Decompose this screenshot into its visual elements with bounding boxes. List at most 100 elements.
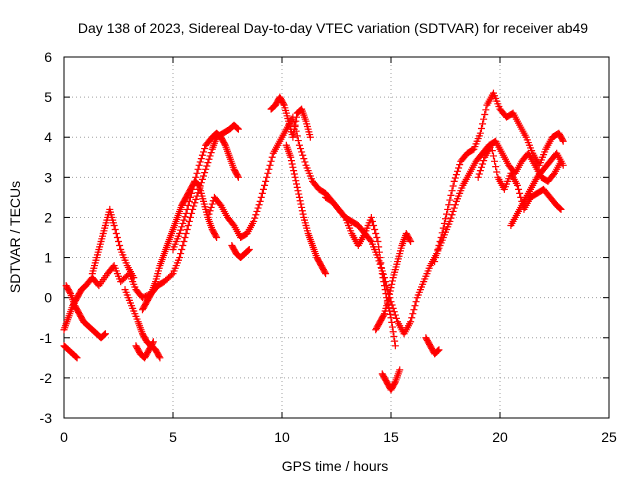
data-point bbox=[190, 202, 198, 210]
data-point bbox=[202, 165, 210, 173]
data-point bbox=[368, 217, 376, 225]
data-point bbox=[449, 182, 457, 190]
x-tick-labels: 0 5 10 15 20 25 bbox=[60, 429, 617, 445]
data-point bbox=[321, 268, 329, 276]
data-point bbox=[205, 155, 213, 163]
data-point bbox=[440, 219, 448, 227]
data-point bbox=[176, 254, 184, 262]
data-point bbox=[212, 232, 220, 240]
data-point bbox=[266, 161, 274, 169]
data-point bbox=[181, 234, 189, 241]
data-point bbox=[450, 204, 458, 212]
data-point bbox=[295, 193, 303, 201]
data-point bbox=[559, 161, 567, 169]
data-point bbox=[253, 207, 261, 215]
data-point bbox=[492, 163, 500, 171]
data-point bbox=[206, 152, 214, 160]
data-point bbox=[180, 216, 188, 224]
data-point bbox=[391, 342, 399, 350]
data-point bbox=[299, 210, 307, 218]
data-point bbox=[113, 234, 121, 241]
data-point bbox=[438, 229, 446, 237]
data-point bbox=[156, 354, 164, 362]
data-point bbox=[375, 248, 383, 256]
data-point bbox=[298, 148, 306, 156]
data-point bbox=[190, 181, 198, 189]
data-point bbox=[183, 205, 191, 213]
data-point bbox=[434, 246, 442, 254]
data-point bbox=[391, 379, 399, 387]
data-point bbox=[294, 137, 302, 145]
x-tick-label: 10 bbox=[274, 429, 290, 445]
data-point bbox=[558, 136, 566, 144]
data-point bbox=[296, 197, 304, 205]
data-point bbox=[186, 213, 194, 221]
data-point bbox=[411, 302, 419, 310]
data-point bbox=[434, 346, 442, 354]
data-point bbox=[200, 172, 208, 180]
y-tick-labels: -3 -2 -1 0 1 2 3 4 5 6 bbox=[40, 49, 53, 426]
data-point bbox=[279, 100, 287, 108]
series-track-b bbox=[60, 342, 81, 362]
data-point bbox=[177, 226, 185, 234]
y-tick-label: -1 bbox=[40, 330, 53, 346]
data-point bbox=[452, 171, 460, 179]
data-point bbox=[66, 288, 74, 296]
data-point bbox=[437, 234, 445, 241]
y-axis-label: SDTVAR / TECUs bbox=[7, 181, 23, 293]
data-point bbox=[233, 124, 241, 132]
data-point bbox=[288, 160, 296, 168]
data-point bbox=[73, 354, 81, 362]
data-point bbox=[388, 318, 396, 326]
data-point bbox=[297, 200, 305, 208]
data-point bbox=[290, 167, 298, 175]
data-point bbox=[456, 161, 464, 169]
series-track-o bbox=[372, 229, 415, 334]
data-point bbox=[184, 201, 192, 209]
data-point bbox=[434, 347, 442, 355]
data-point bbox=[446, 196, 454, 204]
x-tick-label: 25 bbox=[601, 429, 617, 445]
data-point bbox=[203, 162, 211, 170]
data-point bbox=[181, 213, 189, 221]
data-point bbox=[234, 172, 242, 180]
data-point bbox=[234, 173, 242, 181]
data-point bbox=[155, 352, 163, 360]
data-point bbox=[391, 337, 399, 345]
series-track-f bbox=[132, 338, 157, 362]
data-point bbox=[207, 203, 215, 211]
data-point bbox=[297, 145, 305, 153]
data-point bbox=[388, 280, 396, 288]
data-point bbox=[453, 167, 461, 175]
data-point bbox=[251, 214, 259, 222]
data-point bbox=[380, 311, 388, 319]
series-track-q bbox=[431, 89, 567, 266]
data-point bbox=[377, 259, 385, 267]
data-point bbox=[480, 157, 488, 165]
data-point bbox=[179, 219, 187, 227]
data-point bbox=[259, 185, 267, 193]
data-point bbox=[387, 314, 395, 322]
y-tick-label: 3 bbox=[44, 169, 52, 185]
data-point bbox=[455, 164, 463, 172]
data-point bbox=[183, 225, 191, 233]
data-point bbox=[221, 140, 229, 148]
data-points bbox=[60, 89, 567, 394]
data-point bbox=[101, 330, 109, 338]
data-point bbox=[381, 286, 389, 294]
data-point bbox=[375, 243, 383, 251]
data-point bbox=[488, 147, 496, 155]
y-tick-label: 4 bbox=[44, 129, 52, 145]
data-point bbox=[295, 190, 303, 198]
data-point bbox=[289, 163, 297, 171]
data-point bbox=[206, 207, 214, 215]
data-point bbox=[493, 168, 501, 176]
data-point bbox=[178, 223, 186, 231]
data-point bbox=[201, 145, 209, 153]
series-track-s bbox=[507, 149, 567, 229]
data-point bbox=[182, 229, 190, 237]
data-point bbox=[290, 125, 298, 133]
data-point bbox=[389, 304, 397, 312]
data-point bbox=[287, 157, 295, 165]
data-point bbox=[390, 332, 398, 340]
